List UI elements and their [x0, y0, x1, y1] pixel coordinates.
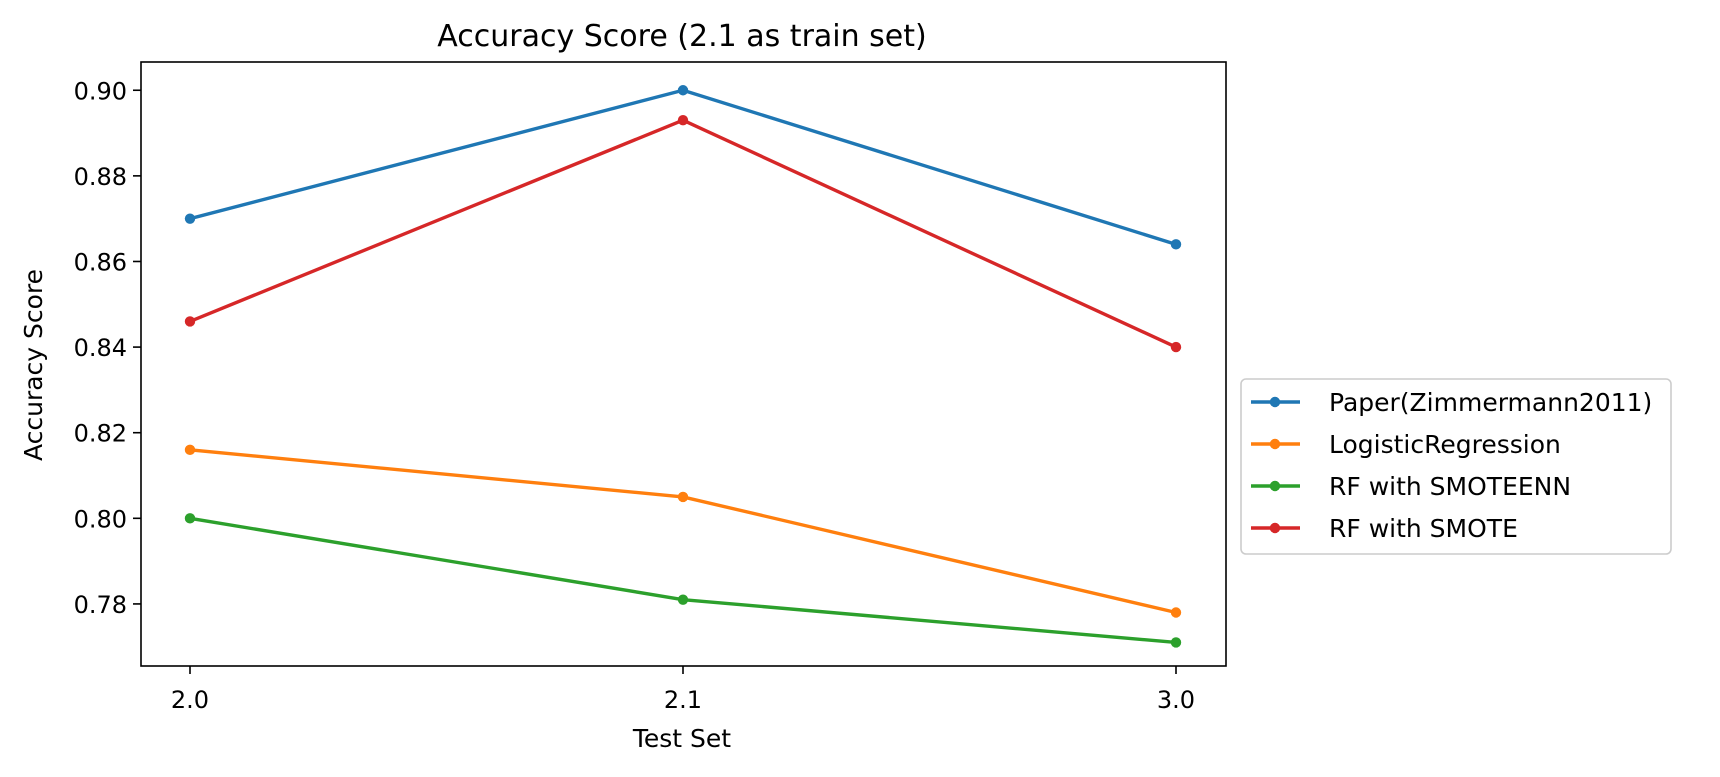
legend-marker [1269, 438, 1281, 450]
chart-title: Accuracy Score (2.1 as train set) [437, 19, 926, 54]
series-line [188, 516, 1178, 645]
series-rf-with-smoteenn [184, 513, 1182, 648]
x-tick-label: 2.0 [171, 686, 209, 714]
series-rf-with-smote [184, 115, 1182, 353]
legend-label: LogisticRegression [1329, 430, 1561, 459]
y-tick-label: 0.78 [74, 591, 127, 619]
y-tick-label: 0.88 [74, 163, 127, 191]
y-tick-label: 0.82 [74, 420, 127, 448]
series-line [187, 118, 1179, 350]
data-point [184, 444, 196, 456]
data-point [1170, 637, 1182, 648]
legend-label: RF with SMOTE [1329, 514, 1518, 543]
x-axis-label: Test Set [632, 724, 731, 753]
x-tick-label: 2.1 [664, 686, 702, 714]
legend-marker [1269, 480, 1281, 492]
x-tick-label: 3.0 [1157, 686, 1195, 714]
series-line [187, 88, 1179, 247]
data-point [677, 491, 689, 503]
y-axis-label: Accuracy Score [19, 269, 48, 461]
plot-area: 0.78 0.80 0.82 0.84 0.86 0.88 0.90 2.0 2.1 3.0 [74, 61, 1227, 714]
legend-label: RF with SMOTEENN [1329, 472, 1571, 501]
data-point [1170, 607, 1182, 618]
data-point [677, 85, 689, 96]
y-tick-label: 0.86 [74, 248, 127, 276]
legend-marker [1269, 396, 1281, 408]
legend-entry: RF with SMOTEENN [1251, 472, 1571, 501]
y-tick-label: 0.80 [74, 505, 127, 533]
legend-entry: LogisticRegression [1251, 430, 1561, 459]
legend-marker [1269, 522, 1281, 534]
legend-box [1240, 378, 1672, 555]
data-point [677, 594, 689, 605]
legend-entry: Paper(Zimmermann2011) [1251, 388, 1652, 417]
y-tick-label: 0.90 [74, 77, 127, 105]
data-point [184, 513, 196, 524]
series-logisticregression [184, 444, 1182, 618]
series-paper-zimmermann2011 [184, 85, 1182, 250]
data-point [184, 213, 196, 224]
data-point [184, 316, 196, 327]
data-point [1170, 239, 1182, 250]
series-line [188, 447, 1179, 615]
y-tick-label: 0.84 [74, 334, 127, 362]
legend-label: Paper(Zimmermann2011) [1329, 388, 1652, 417]
data-point [1170, 341, 1182, 353]
legend-entry: RF with SMOTE [1251, 514, 1518, 543]
legend: Paper(Zimmermann2011) LogisticRegression R… [1240, 378, 1672, 555]
data-point [677, 115, 689, 126]
axes-frame [140, 61, 1227, 667]
